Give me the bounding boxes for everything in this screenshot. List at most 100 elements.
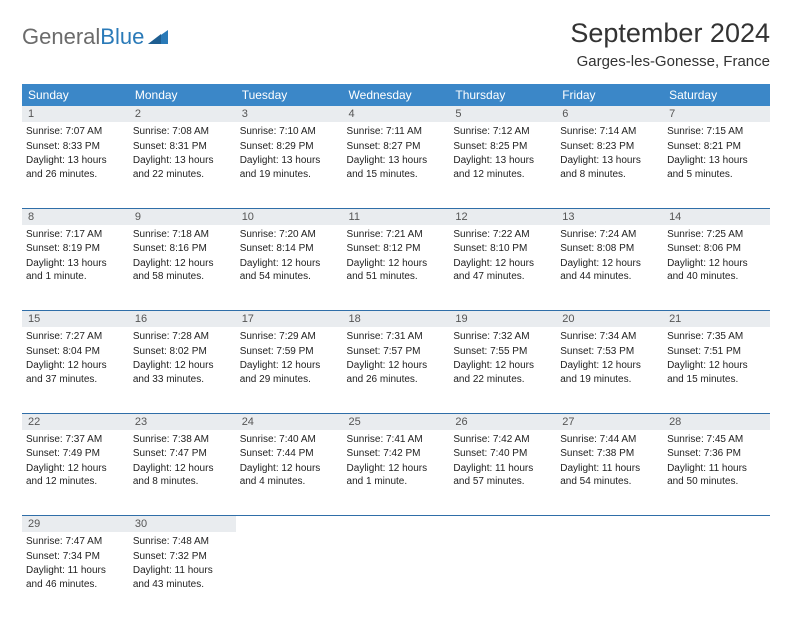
weekday-header-row: SundayMondayTuesdayWednesdayThursdayFrid… xyxy=(22,84,770,106)
day-cell xyxy=(236,532,343,618)
day-details: Sunrise: 7:14 AMSunset: 8:23 PMDaylight:… xyxy=(560,125,659,181)
sunset-line: Sunset: 8:31 PM xyxy=(133,140,232,154)
calendar-body: 1234567Sunrise: 7:07 AMSunset: 8:33 PMDa… xyxy=(22,106,770,618)
sunset-line: Sunset: 8:14 PM xyxy=(240,242,339,256)
day-cell: Sunrise: 7:29 AMSunset: 7:59 PMDaylight:… xyxy=(236,327,343,413)
sunrise-line: Sunrise: 7:31 AM xyxy=(347,330,446,344)
day-number-cell: 13 xyxy=(556,208,663,225)
sunrise-line: Sunrise: 7:18 AM xyxy=(133,228,232,242)
daylight-line: Daylight: 11 hours and 54 minutes. xyxy=(560,462,659,489)
day-details: Sunrise: 7:15 AMSunset: 8:21 PMDaylight:… xyxy=(667,125,766,181)
sunrise-line: Sunrise: 7:48 AM xyxy=(133,535,232,549)
sunset-line: Sunset: 8:12 PM xyxy=(347,242,446,256)
day-cell: Sunrise: 7:17 AMSunset: 8:19 PMDaylight:… xyxy=(22,225,129,311)
day-details: Sunrise: 7:08 AMSunset: 8:31 PMDaylight:… xyxy=(133,125,232,181)
daylight-line: Daylight: 11 hours and 46 minutes. xyxy=(26,564,125,591)
day-details: Sunrise: 7:25 AMSunset: 8:06 PMDaylight:… xyxy=(667,228,766,284)
daylight-line: Daylight: 11 hours and 50 minutes. xyxy=(667,462,766,489)
weekday-header: Wednesday xyxy=(343,84,450,106)
day-number-cell: 1 xyxy=(22,106,129,122)
sunrise-line: Sunrise: 7:27 AM xyxy=(26,330,125,344)
weekday-header: Saturday xyxy=(663,84,770,106)
day-cell: Sunrise: 7:20 AMSunset: 8:14 PMDaylight:… xyxy=(236,225,343,311)
sunset-line: Sunset: 8:02 PM xyxy=(133,345,232,359)
sunset-line: Sunset: 8:29 PM xyxy=(240,140,339,154)
day-details: Sunrise: 7:11 AMSunset: 8:27 PMDaylight:… xyxy=(347,125,446,181)
sunset-line: Sunset: 7:53 PM xyxy=(560,345,659,359)
sunrise-line: Sunrise: 7:11 AM xyxy=(347,125,446,139)
sunrise-line: Sunrise: 7:34 AM xyxy=(560,330,659,344)
sunset-line: Sunset: 7:49 PM xyxy=(26,447,125,461)
sunset-line: Sunset: 8:33 PM xyxy=(26,140,125,154)
sunrise-line: Sunrise: 7:12 AM xyxy=(453,125,552,139)
day-number-cell: 28 xyxy=(663,413,770,430)
day-number-cell: 21 xyxy=(663,311,770,328)
week-row: Sunrise: 7:27 AMSunset: 8:04 PMDaylight:… xyxy=(22,327,770,413)
sunrise-line: Sunrise: 7:07 AM xyxy=(26,125,125,139)
daylight-line: Daylight: 13 hours and 1 minute. xyxy=(26,257,125,284)
day-details: Sunrise: 7:10 AMSunset: 8:29 PMDaylight:… xyxy=(240,125,339,181)
weekday-header: Sunday xyxy=(22,84,129,106)
day-number-cell: 14 xyxy=(663,208,770,225)
daylight-line: Daylight: 13 hours and 19 minutes. xyxy=(240,154,339,181)
week-row: Sunrise: 7:17 AMSunset: 8:19 PMDaylight:… xyxy=(22,225,770,311)
weekday-header: Tuesday xyxy=(236,84,343,106)
day-details: Sunrise: 7:20 AMSunset: 8:14 PMDaylight:… xyxy=(240,228,339,284)
day-cell: Sunrise: 7:24 AMSunset: 8:08 PMDaylight:… xyxy=(556,225,663,311)
sunset-line: Sunset: 8:23 PM xyxy=(560,140,659,154)
daylight-line: Daylight: 12 hours and 37 minutes. xyxy=(26,359,125,386)
day-number-cell: 9 xyxy=(129,208,236,225)
logo: GeneralBlue xyxy=(22,18,168,50)
day-number-cell: 20 xyxy=(556,311,663,328)
day-number-cell: 30 xyxy=(129,516,236,533)
day-number-cell xyxy=(556,516,663,533)
daylight-line: Daylight: 12 hours and 40 minutes. xyxy=(667,257,766,284)
sunset-line: Sunset: 7:36 PM xyxy=(667,447,766,461)
day-cell: Sunrise: 7:25 AMSunset: 8:06 PMDaylight:… xyxy=(663,225,770,311)
day-details: Sunrise: 7:40 AMSunset: 7:44 PMDaylight:… xyxy=(240,433,339,489)
logo-text: GeneralBlue xyxy=(22,24,144,50)
day-details: Sunrise: 7:12 AMSunset: 8:25 PMDaylight:… xyxy=(453,125,552,181)
day-number-cell: 12 xyxy=(449,208,556,225)
daylight-line: Daylight: 12 hours and 12 minutes. xyxy=(26,462,125,489)
day-cell xyxy=(556,532,663,618)
day-cell: Sunrise: 7:32 AMSunset: 7:55 PMDaylight:… xyxy=(449,327,556,413)
day-details: Sunrise: 7:42 AMSunset: 7:40 PMDaylight:… xyxy=(453,433,552,489)
daylight-line: Daylight: 12 hours and 58 minutes. xyxy=(133,257,232,284)
day-cell: Sunrise: 7:31 AMSunset: 7:57 PMDaylight:… xyxy=(343,327,450,413)
daylight-line: Daylight: 12 hours and 47 minutes. xyxy=(453,257,552,284)
daylight-line: Daylight: 12 hours and 15 minutes. xyxy=(667,359,766,386)
day-cell: Sunrise: 7:08 AMSunset: 8:31 PMDaylight:… xyxy=(129,122,236,208)
day-details: Sunrise: 7:35 AMSunset: 7:51 PMDaylight:… xyxy=(667,330,766,386)
daylight-line: Daylight: 13 hours and 15 minutes. xyxy=(347,154,446,181)
daylight-line: Daylight: 12 hours and 22 minutes. xyxy=(453,359,552,386)
sunset-line: Sunset: 8:04 PM xyxy=(26,345,125,359)
day-details: Sunrise: 7:24 AMSunset: 8:08 PMDaylight:… xyxy=(560,228,659,284)
day-details: Sunrise: 7:34 AMSunset: 7:53 PMDaylight:… xyxy=(560,330,659,386)
day-details: Sunrise: 7:18 AMSunset: 8:16 PMDaylight:… xyxy=(133,228,232,284)
day-details: Sunrise: 7:37 AMSunset: 7:49 PMDaylight:… xyxy=(26,433,125,489)
sunrise-line: Sunrise: 7:21 AM xyxy=(347,228,446,242)
sunrise-line: Sunrise: 7:45 AM xyxy=(667,433,766,447)
day-cell: Sunrise: 7:11 AMSunset: 8:27 PMDaylight:… xyxy=(343,122,450,208)
day-cell xyxy=(343,532,450,618)
day-details: Sunrise: 7:31 AMSunset: 7:57 PMDaylight:… xyxy=(347,330,446,386)
day-number-cell: 24 xyxy=(236,413,343,430)
day-details: Sunrise: 7:27 AMSunset: 8:04 PMDaylight:… xyxy=(26,330,125,386)
day-number-cell: 4 xyxy=(343,106,450,122)
day-number-cell: 6 xyxy=(556,106,663,122)
sunset-line: Sunset: 8:06 PM xyxy=(667,242,766,256)
sunset-line: Sunset: 7:47 PM xyxy=(133,447,232,461)
day-cell: Sunrise: 7:28 AMSunset: 8:02 PMDaylight:… xyxy=(129,327,236,413)
sunset-line: Sunset: 8:16 PM xyxy=(133,242,232,256)
daylight-line: Daylight: 11 hours and 57 minutes. xyxy=(453,462,552,489)
calendar-table: SundayMondayTuesdayWednesdayThursdayFrid… xyxy=(22,84,770,618)
sunset-line: Sunset: 8:10 PM xyxy=(453,242,552,256)
sunrise-line: Sunrise: 7:10 AM xyxy=(240,125,339,139)
daylight-line: Daylight: 12 hours and 8 minutes. xyxy=(133,462,232,489)
sunset-line: Sunset: 8:08 PM xyxy=(560,242,659,256)
day-cell: Sunrise: 7:38 AMSunset: 7:47 PMDaylight:… xyxy=(129,430,236,516)
day-number-cell: 5 xyxy=(449,106,556,122)
day-number-cell: 16 xyxy=(129,311,236,328)
daylight-line: Daylight: 12 hours and 44 minutes. xyxy=(560,257,659,284)
